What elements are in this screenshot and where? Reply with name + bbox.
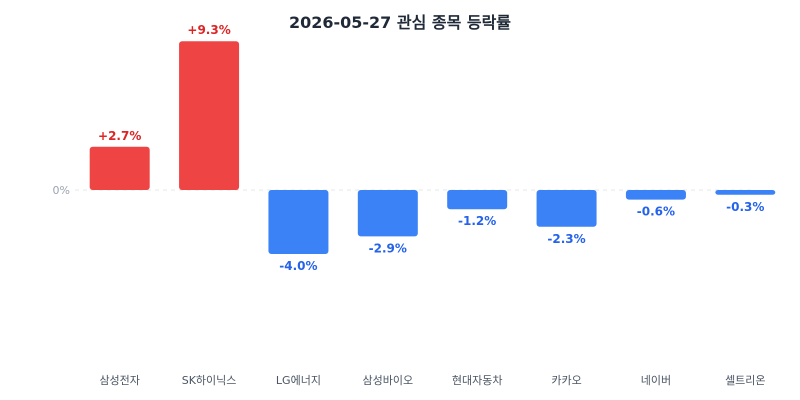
category-label: SK하이닉스 [182,373,237,387]
bar-value-label: -0.6% [637,205,675,219]
category-label: 삼성바이오 [363,374,414,387]
bar-1 [89,146,150,190]
bar-7 [625,190,686,200]
category-label: 네이버 [641,374,671,387]
category-label: 카카오 [551,374,581,387]
bar-4 [357,190,418,237]
bar-value-label: -2.9% [369,241,407,255]
category-label: 현대자동차 [452,374,503,387]
bar-6 [536,190,597,227]
bar-5 [447,190,508,210]
category-label: LG에너지 [276,374,321,387]
bar-value-label: +2.7% [98,129,141,143]
bar-8 [715,190,776,195]
value-labels-group: +2.7% +9.3% -4.0% -2.9% -1.2% -2.3% -0.6% -0.3% [98,23,764,273]
bar-value-label: -0.3% [726,200,764,214]
category-labels-group: 삼성전자 SK하이닉스 LG에너지 삼성바이오 현대자동차 카카오 네이버 셀트리온 [99,373,765,387]
bars-group [89,41,776,254]
bar-3 [268,190,329,254]
category-label: 삼성전자 [99,374,139,387]
bar-value-label: +9.3% [187,23,230,37]
zero-tick-label: 0% [53,184,70,197]
bar-2 [179,41,240,191]
chart-title: 2026-05-27 관심 종목 등락률 [289,13,511,32]
bar-value-label: -2.3% [547,232,585,246]
category-label: 셀트리온 [725,374,765,387]
bar-value-label: -4.0% [279,259,317,273]
bar-value-label: -1.2% [458,214,496,228]
